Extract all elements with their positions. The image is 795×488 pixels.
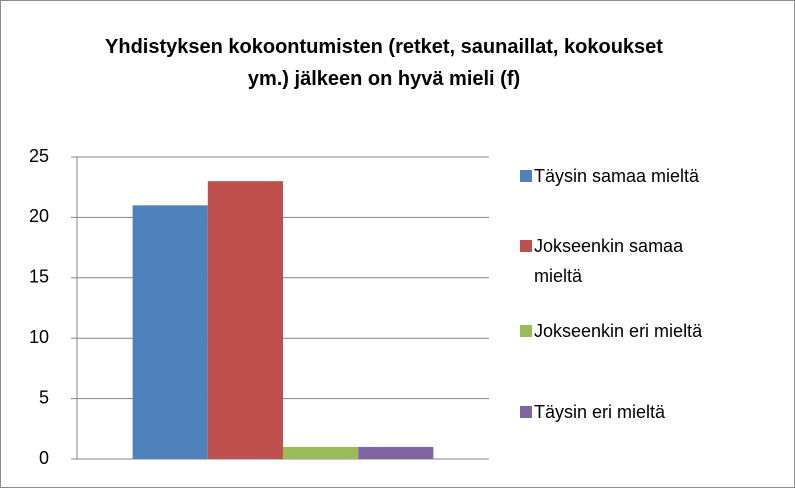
y-tick-label: 0 <box>39 448 49 468</box>
legend-swatch <box>520 406 532 418</box>
legend-label: Täysin samaa mieltä <box>534 166 700 186</box>
y-tick-label: 5 <box>39 387 49 407</box>
bar <box>132 205 208 459</box>
legend-label: Täysin eri mieltä <box>534 402 666 422</box>
legend-label: Jokseenkin eri mieltä <box>534 321 703 341</box>
y-tick-label: 15 <box>29 267 49 287</box>
bar <box>358 446 434 459</box>
y-tick-label: 10 <box>29 327 49 347</box>
bar <box>207 181 283 459</box>
bar <box>283 446 359 459</box>
legend-swatch <box>520 240 532 252</box>
legend-swatch <box>520 170 532 182</box>
y-tick-label: 20 <box>29 206 49 226</box>
legend-label: Jokseenkin samaa mieltä <box>534 236 684 286</box>
chart-title: Yhdistyksen kokoontumisten (retket, saun… <box>105 36 663 90</box>
y-tick-label: 25 <box>29 146 49 166</box>
legend-swatch <box>520 325 532 337</box>
